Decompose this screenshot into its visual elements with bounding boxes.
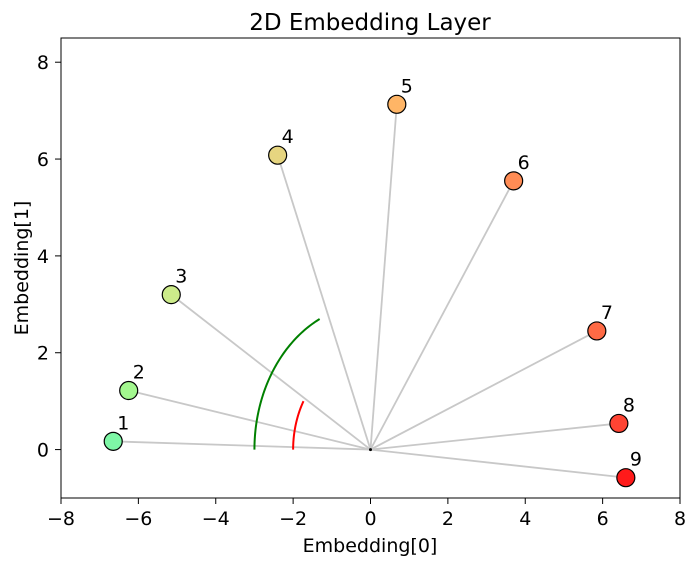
y-tick-label: 6 (37, 149, 49, 171)
ray-line-4 (276, 154, 372, 450)
point-7 (587, 321, 607, 341)
point-label-4: 4 (282, 126, 294, 148)
x-tick-label: −2 (279, 508, 307, 530)
ray-line-3 (170, 293, 372, 451)
ray-line-2 (128, 389, 371, 451)
point-label-9: 9 (630, 449, 642, 471)
point-label-1: 1 (117, 412, 129, 434)
point-5 (387, 94, 407, 114)
angle-arc-2 (292, 400, 305, 450)
point-label-5: 5 (401, 75, 413, 97)
x-axis-ticks: −8 −6 −4 −2 0 2 4 6 8 (47, 498, 686, 530)
x-tick-label: −8 (47, 508, 75, 530)
x-axis-label: Embedding[0] (303, 535, 438, 557)
x-tick-label: 2 (442, 508, 454, 530)
x-tick-label: 0 (364, 508, 376, 530)
point-1 (103, 431, 123, 451)
axes-frame (60, 37, 681, 499)
x-tick-label: 6 (597, 508, 609, 530)
plot-area: 1 2 3 4 5 6 7 8 9 (103, 75, 642, 488)
x-tick-label: −6 (124, 508, 152, 530)
x-tick-label: −4 (202, 508, 230, 530)
point-4 (268, 145, 288, 165)
chart-title: 2D Embedding Layer (249, 10, 491, 36)
point-3 (161, 285, 181, 305)
x-tick-label: 8 (674, 508, 686, 530)
ray-line-1 (113, 440, 371, 451)
y-axis-label: Embedding[1] (11, 201, 33, 336)
point-2 (119, 380, 139, 401)
y-axis-ticks: 0 2 4 6 8 (37, 52, 61, 462)
point-6 (504, 171, 524, 191)
point-label-3: 3 (175, 266, 187, 288)
point-8 (609, 413, 629, 434)
y-tick-label: 0 (37, 440, 49, 462)
x-tick-label: 4 (519, 508, 531, 530)
point-label-8: 8 (623, 394, 635, 416)
point-label-6: 6 (518, 152, 530, 174)
ray-line-9 (370, 448, 626, 479)
ray-line-8 (370, 422, 619, 451)
ray-line-7 (370, 330, 598, 451)
y-tick-label: 8 (37, 52, 49, 74)
origin-point (369, 448, 372, 452)
angle-arc-1 (253, 318, 321, 450)
point-9 (616, 468, 636, 488)
y-tick-label: 4 (37, 246, 49, 268)
point-label-2: 2 (133, 362, 145, 384)
point-label-7: 7 (601, 302, 613, 324)
ray-line-5 (369, 104, 398, 450)
y-tick-label: 2 (37, 343, 49, 365)
ray-line-6 (369, 180, 515, 451)
